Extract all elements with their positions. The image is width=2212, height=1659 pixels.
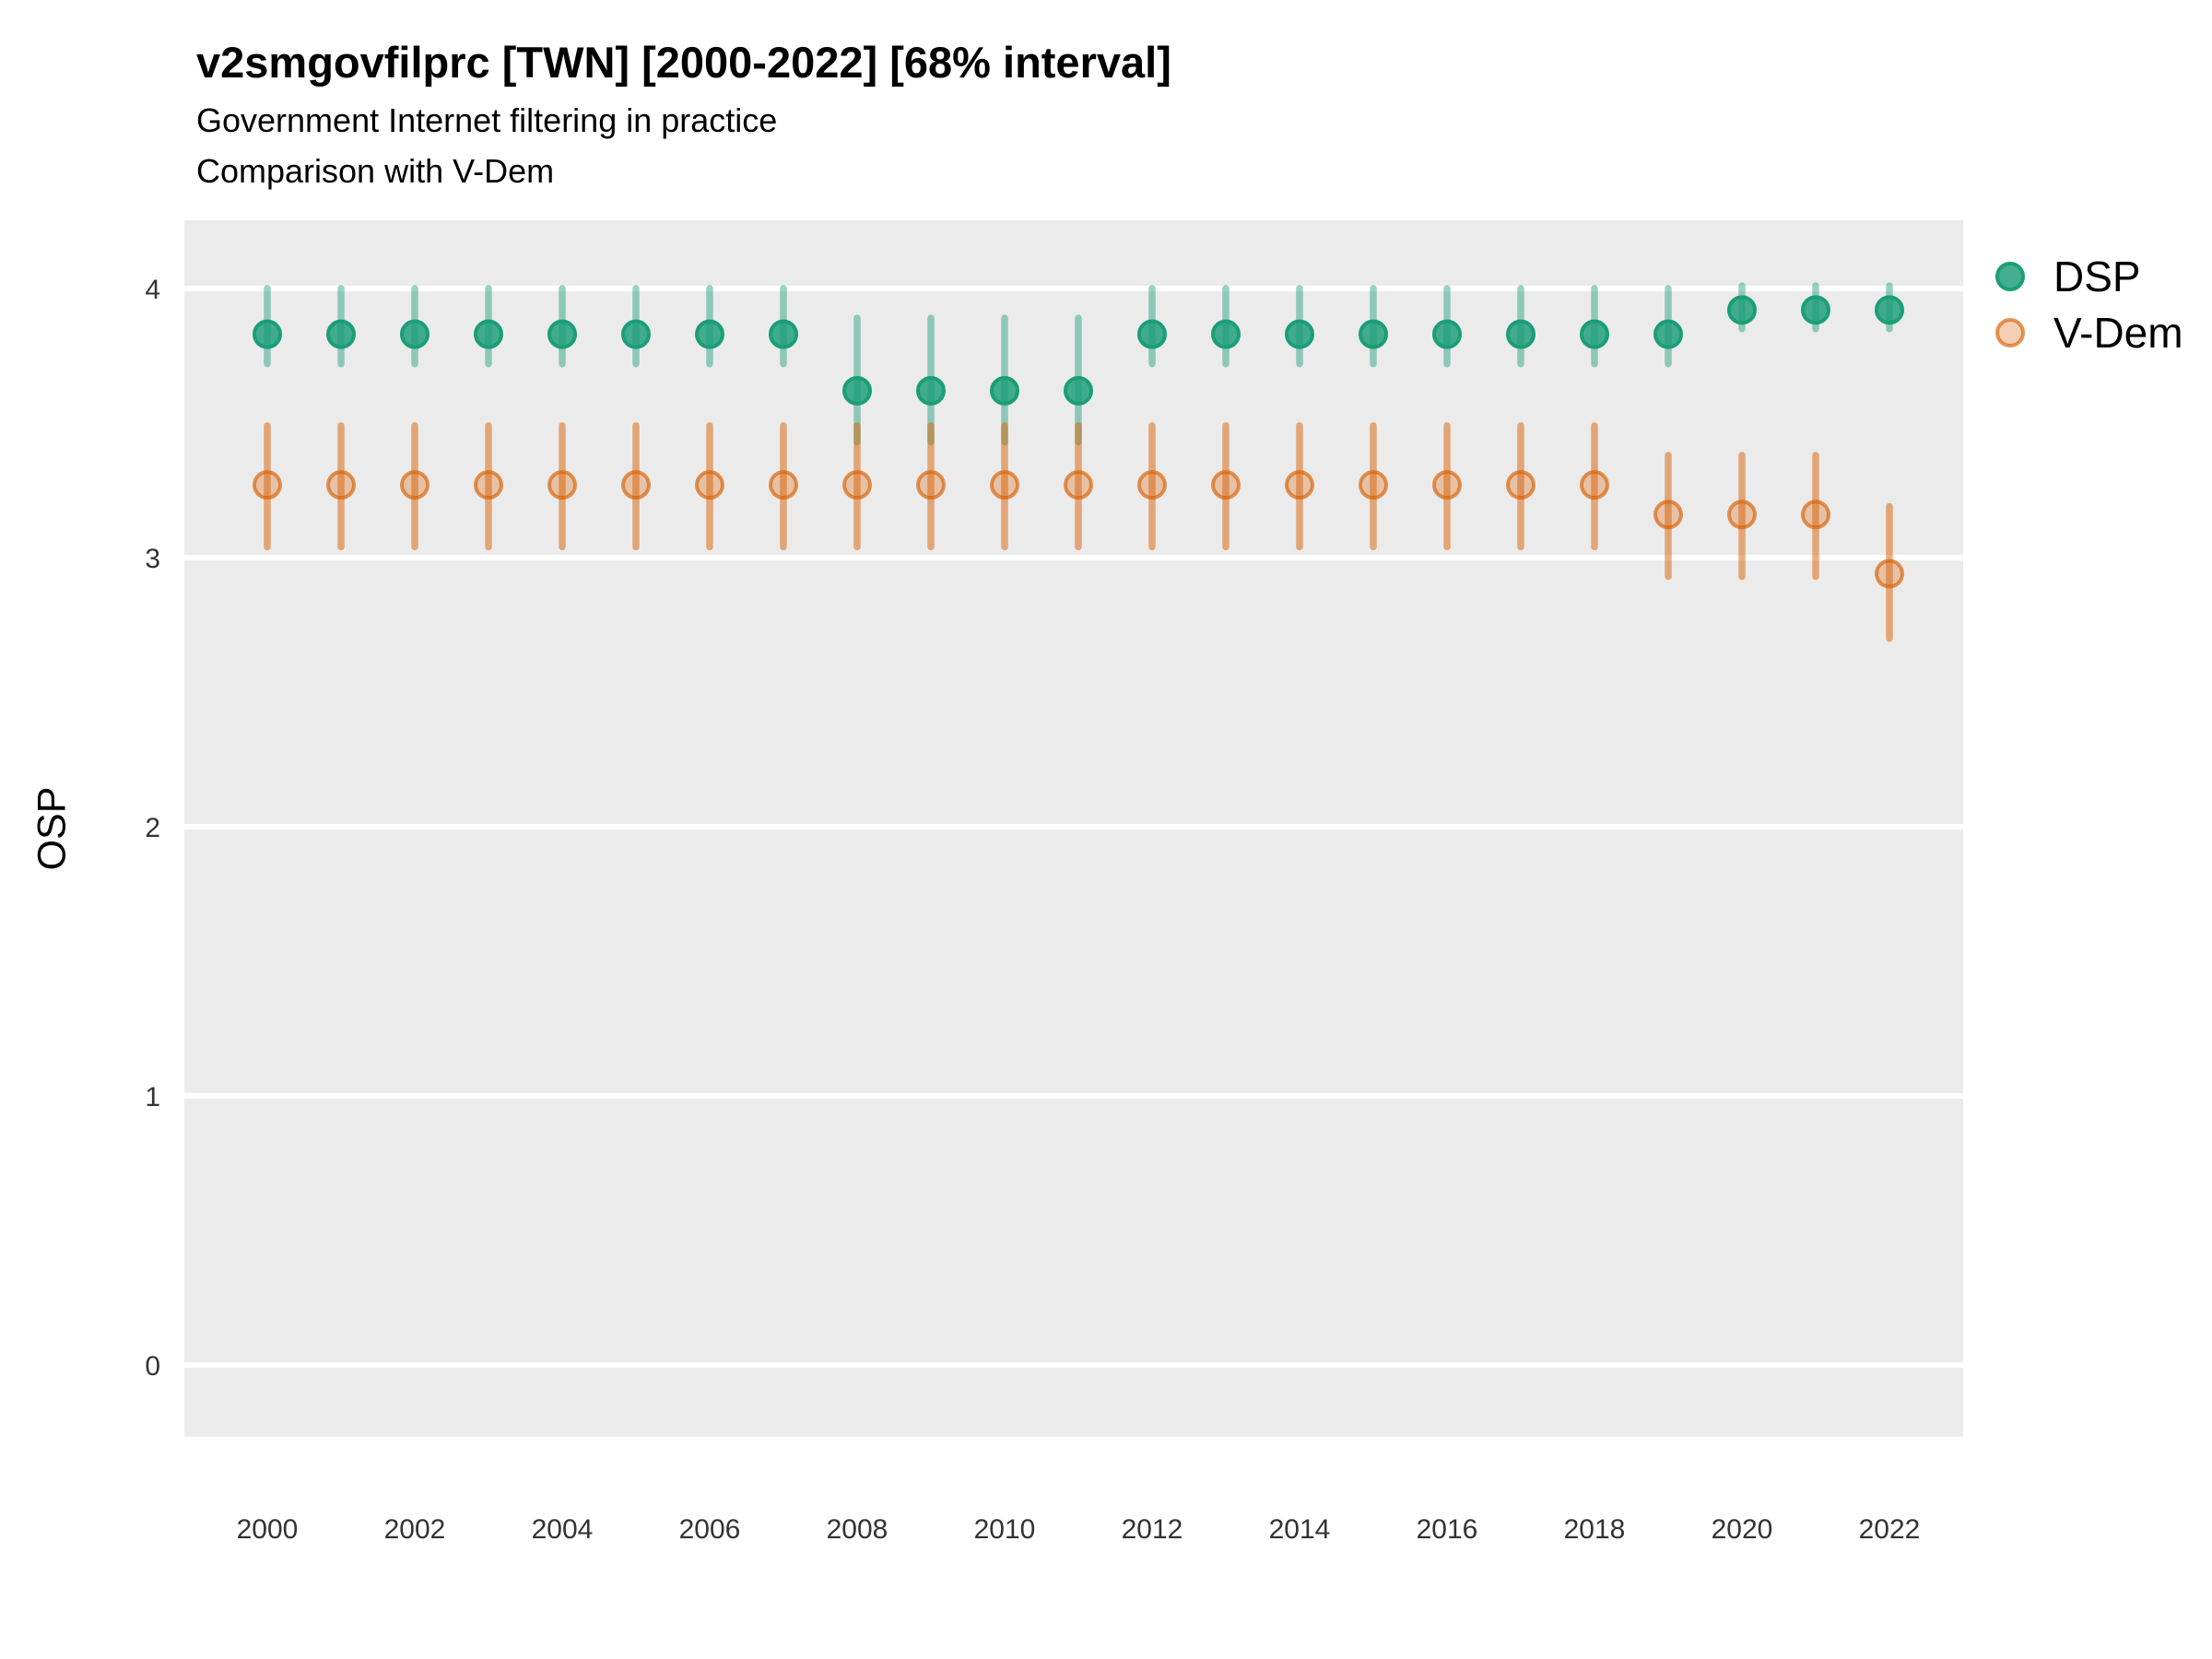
vdem-point-2014 bbox=[1285, 470, 1314, 500]
dsp-point-2018 bbox=[1580, 319, 1609, 349]
vdem-point-2019 bbox=[1653, 500, 1683, 530]
x-tick-label-2008: 2008 bbox=[827, 1514, 888, 1545]
dsp-point-2007 bbox=[769, 319, 798, 349]
legend-item-dsp: DSP bbox=[1994, 253, 2183, 300]
x-tick-label-2014: 2014 bbox=[1269, 1514, 1331, 1545]
dsp-point-2003 bbox=[474, 319, 503, 349]
x-tick-label-2000: 2000 bbox=[237, 1514, 299, 1545]
x-tick-label-2020: 2020 bbox=[1712, 1514, 1773, 1545]
vdem-point-2002 bbox=[400, 470, 429, 500]
dsp-point-2010 bbox=[990, 375, 1019, 406]
legend-key-dsp-icon bbox=[1995, 262, 2025, 291]
y-tick-label-4: 4 bbox=[145, 275, 160, 305]
dsp-point-2021 bbox=[1801, 295, 1830, 325]
dsp-point-2001 bbox=[326, 319, 356, 349]
vdem-point-2004 bbox=[547, 470, 577, 500]
legend-label-dsp: DSP bbox=[2053, 253, 2141, 300]
vdem-point-2007 bbox=[769, 470, 798, 500]
legend-label-vdem: V-Dem bbox=[2053, 309, 2183, 357]
dsp-point-2014 bbox=[1285, 319, 1314, 349]
y-tick-label-2: 2 bbox=[145, 813, 160, 843]
x-tick-label-2016: 2016 bbox=[1417, 1514, 1478, 1545]
vdem-point-2008 bbox=[842, 470, 872, 500]
vdem-point-2006 bbox=[695, 470, 724, 500]
legend: DSP V-Dem bbox=[1994, 253, 2183, 369]
dsp-point-2004 bbox=[547, 319, 577, 349]
x-tick-label-2002: 2002 bbox=[384, 1514, 446, 1545]
x-tick-label-2022: 2022 bbox=[1859, 1514, 1921, 1545]
y-tick-label-0: 0 bbox=[145, 1351, 160, 1382]
vdem-point-2005 bbox=[621, 470, 651, 500]
dsp-point-2008 bbox=[842, 375, 872, 406]
vdem-point-2017 bbox=[1506, 470, 1535, 500]
vdem-point-2001 bbox=[326, 470, 356, 500]
vdem-point-2015 bbox=[1359, 470, 1388, 500]
dsp-point-2020 bbox=[1727, 295, 1757, 325]
dsp-point-2015 bbox=[1359, 319, 1388, 349]
dsp-point-2016 bbox=[1432, 319, 1462, 349]
vdem-point-2003 bbox=[474, 470, 503, 500]
dsp-point-2019 bbox=[1653, 319, 1683, 349]
y-tick-label-1: 1 bbox=[145, 1082, 160, 1112]
x-tick-label-2006: 2006 bbox=[679, 1514, 741, 1545]
vdem-point-2009 bbox=[916, 470, 946, 500]
vdem-point-2020 bbox=[1727, 500, 1757, 530]
vdem-point-2013 bbox=[1211, 470, 1241, 500]
dsp-point-2022 bbox=[1875, 295, 1904, 325]
dsp-point-2012 bbox=[1137, 319, 1167, 349]
vdem-point-2012 bbox=[1137, 470, 1167, 500]
dsp-point-2017 bbox=[1506, 319, 1535, 349]
dsp-point-2011 bbox=[1064, 375, 1093, 406]
vdem-point-2000 bbox=[253, 470, 282, 500]
x-tick-label-2004: 2004 bbox=[532, 1514, 594, 1545]
x-tick-label-2012: 2012 bbox=[1122, 1514, 1183, 1545]
chart-subtitle-line1: Government Internet filtering in practic… bbox=[196, 101, 778, 139]
dsp-point-2006 bbox=[695, 319, 724, 349]
x-tick-label-2010: 2010 bbox=[974, 1514, 1036, 1545]
vdem-point-2010 bbox=[990, 470, 1019, 500]
vdem-point-2016 bbox=[1432, 470, 1462, 500]
chart-title: v2smgovfilprc [TWN] [2000-2022] [68% int… bbox=[196, 38, 1171, 87]
dsp-point-2009 bbox=[916, 375, 946, 406]
chart-subtitle-line2: Comparison with V-Dem bbox=[196, 152, 555, 190]
vdem-point-2011 bbox=[1064, 470, 1093, 500]
legend-item-vdem: V-Dem bbox=[1994, 309, 2183, 357]
dsp-point-2000 bbox=[253, 319, 282, 349]
dsp-point-2002 bbox=[400, 319, 429, 349]
vdem-point-2021 bbox=[1801, 500, 1830, 530]
legend-key-vdem-icon bbox=[1995, 318, 2025, 347]
y-tick-label-3: 3 bbox=[145, 544, 160, 574]
dsp-point-2005 bbox=[621, 319, 651, 349]
vdem-point-2022 bbox=[1875, 559, 1904, 589]
x-tick-label-2018: 2018 bbox=[1564, 1514, 1626, 1545]
vdem-point-2018 bbox=[1580, 470, 1609, 500]
dsp-point-2013 bbox=[1211, 319, 1241, 349]
